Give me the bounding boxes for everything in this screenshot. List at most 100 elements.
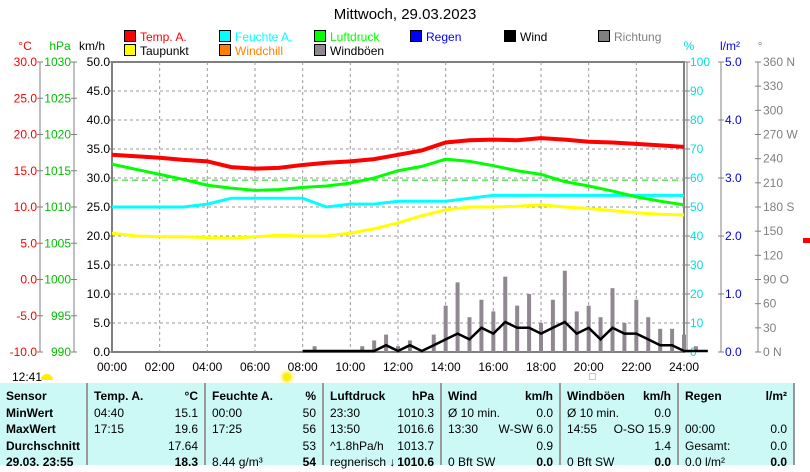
axis-tick-label-wind: 15.0	[87, 258, 111, 272]
cell-value: 0.0	[654, 405, 671, 420]
cell-value: 0.0	[770, 438, 787, 453]
x-tick-label: 14:00	[431, 360, 461, 374]
axis-tick-label-temp: 0.0	[20, 273, 37, 287]
axis-tick-label-rain: 4.0	[725, 113, 742, 127]
axis-tick-label-wind: 50.0	[87, 55, 111, 69]
legend-item: Windböen	[314, 44, 384, 58]
column-header: Sensor	[6, 389, 47, 403]
legend-item: Windchill	[219, 44, 283, 58]
legend-swatch	[504, 30, 516, 42]
cell-time: Gesamt:	[685, 438, 731, 453]
axis-tick-label-wind: 25.0	[87, 200, 111, 214]
legend-label: Wind	[520, 30, 548, 44]
column-unit: km/h	[524, 389, 553, 403]
cell-time: 14:55	[567, 422, 598, 436]
axis-tick-label-wind: 20.0	[87, 229, 111, 243]
x-tick-label: 22:00	[621, 360, 651, 374]
series-line	[112, 193, 684, 209]
axis-tick-label-rain: 0.0	[725, 345, 742, 359]
cell-value: 53	[302, 438, 316, 453]
legend-swatch	[219, 44, 231, 56]
axis-tick-label-wind: 40.0	[87, 113, 111, 127]
axis-tick-label-humidity: 100	[690, 55, 710, 69]
column-header: Wind	[448, 389, 478, 403]
cell-time: 17:25	[212, 422, 243, 436]
axis-tick-label-pressure: 1030	[44, 55, 71, 69]
x-tick-label: 24:00	[669, 360, 699, 374]
legend-item: Regen	[410, 30, 461, 44]
axis-tick-label-humidity: 80	[690, 113, 704, 127]
axis-tick-label-humidity: 20	[690, 287, 704, 301]
column-header: Regen	[685, 389, 722, 403]
legend-label: Feuchte A.	[235, 30, 293, 44]
axis-tick-label-rain: 2.0	[725, 229, 742, 243]
axis-tick-label-temp: 10.0	[14, 200, 38, 214]
axis-tick-label-wind: 30.0	[87, 171, 111, 185]
x-tick-label: 12:00	[383, 360, 413, 374]
cell-value: 0.9	[536, 438, 553, 453]
axis-tick-label-direction: 330	[763, 79, 783, 93]
axis-unit-pressure: hPa	[49, 39, 71, 53]
series-line	[111, 157, 685, 207]
legend-item: Temp. A.	[124, 30, 187, 44]
cell-time: 0 Bft SW	[448, 455, 496, 469]
legend-swatch	[219, 30, 231, 42]
moon-icon	[589, 373, 596, 380]
axis-tick-label-rain: 1.0	[725, 287, 742, 301]
cell-time: 00:00	[685, 422, 716, 436]
cell-time: 04:40	[94, 405, 125, 420]
axis-tick-label-humidity: 70	[690, 142, 704, 156]
column-header: Windböen	[567, 389, 625, 403]
legend-label: Regen	[426, 30, 462, 44]
axis-tick-label-temp: 30.0	[14, 55, 38, 69]
x-tick-label: 00:00	[97, 360, 127, 374]
axis-tick-label-wind: 35.0	[87, 142, 111, 156]
table-column: Temp. A. °C 04:40 15.1 17:15 19.6 17.64 18.3	[88, 383, 206, 469]
axis-tick-label-direction: 270 W	[763, 128, 798, 142]
axis-tick-label-wind: 10.0	[87, 287, 111, 301]
cell-value: 56	[302, 422, 316, 436]
axis-tick-label-direction: 150	[763, 224, 783, 238]
axis-tick-label-pressure: 1000	[44, 273, 71, 287]
axis-tick-label-direction: 60	[763, 297, 777, 311]
cell-time: 17:15	[94, 422, 125, 436]
column-header: Temp. A.	[94, 389, 144, 403]
cell-time: ^1.8hPa/h	[330, 438, 384, 453]
axis-tick-label-pressure: 1025	[44, 91, 71, 105]
axis-tick-label-wind: 5.0	[93, 316, 110, 330]
legend-item: Luftdruck	[314, 30, 379, 44]
x-tick-label: 20:00	[574, 360, 604, 374]
axis-tick-label-direction: 360 N	[763, 55, 795, 69]
axis-tick-label-humidity: 40	[690, 229, 704, 243]
row-label: MaxWert	[6, 422, 56, 436]
axis-tick-label-pressure: 995	[51, 309, 71, 323]
cell-value: 1016.6	[397, 422, 434, 436]
legend-item: Taupunkt	[124, 44, 189, 58]
legend-label: Richtung	[614, 30, 662, 44]
cell-value: 19.6	[174, 422, 198, 436]
axis-tick-label-pressure: 1005	[44, 236, 71, 250]
legend-swatch	[410, 30, 422, 42]
column-header: Luftdruck	[330, 389, 386, 403]
cell-value: 1010.3	[397, 405, 434, 420]
axis-tick-label-temp: 15.0	[14, 164, 38, 178]
row-label: MinWert	[6, 405, 54, 420]
table-column: Regen l/m² 00:00 0.0 Gesamt: 0.0 0.0 l/m² 0.0	[679, 383, 795, 469]
axis-tick-label-direction: 240	[763, 152, 783, 166]
column-unit: °C	[184, 389, 198, 403]
axis-tick-label-direction: 30	[763, 321, 777, 335]
legend-label: Temp. A.	[140, 30, 187, 44]
row-label: 29.03. 23:55	[6, 455, 74, 469]
axis-tick-label-pressure: 1020	[44, 128, 71, 142]
series-line	[111, 136, 685, 171]
cell-value: O-SO 15.9	[613, 422, 671, 436]
sun-icon	[283, 373, 291, 381]
cell-value: 0.0	[536, 455, 553, 469]
axis-tick-label-pressure: 990	[51, 345, 71, 359]
axis-tick-label-direction: 180 S	[763, 200, 794, 214]
axis-tick-label-direction: 210	[763, 176, 783, 190]
axis-unit-rain: l/m²	[720, 39, 740, 53]
row-label: Durchschnitt	[6, 438, 81, 453]
legend-label: Taupunkt	[140, 44, 189, 58]
x-tick-label: 06:00	[240, 360, 270, 374]
